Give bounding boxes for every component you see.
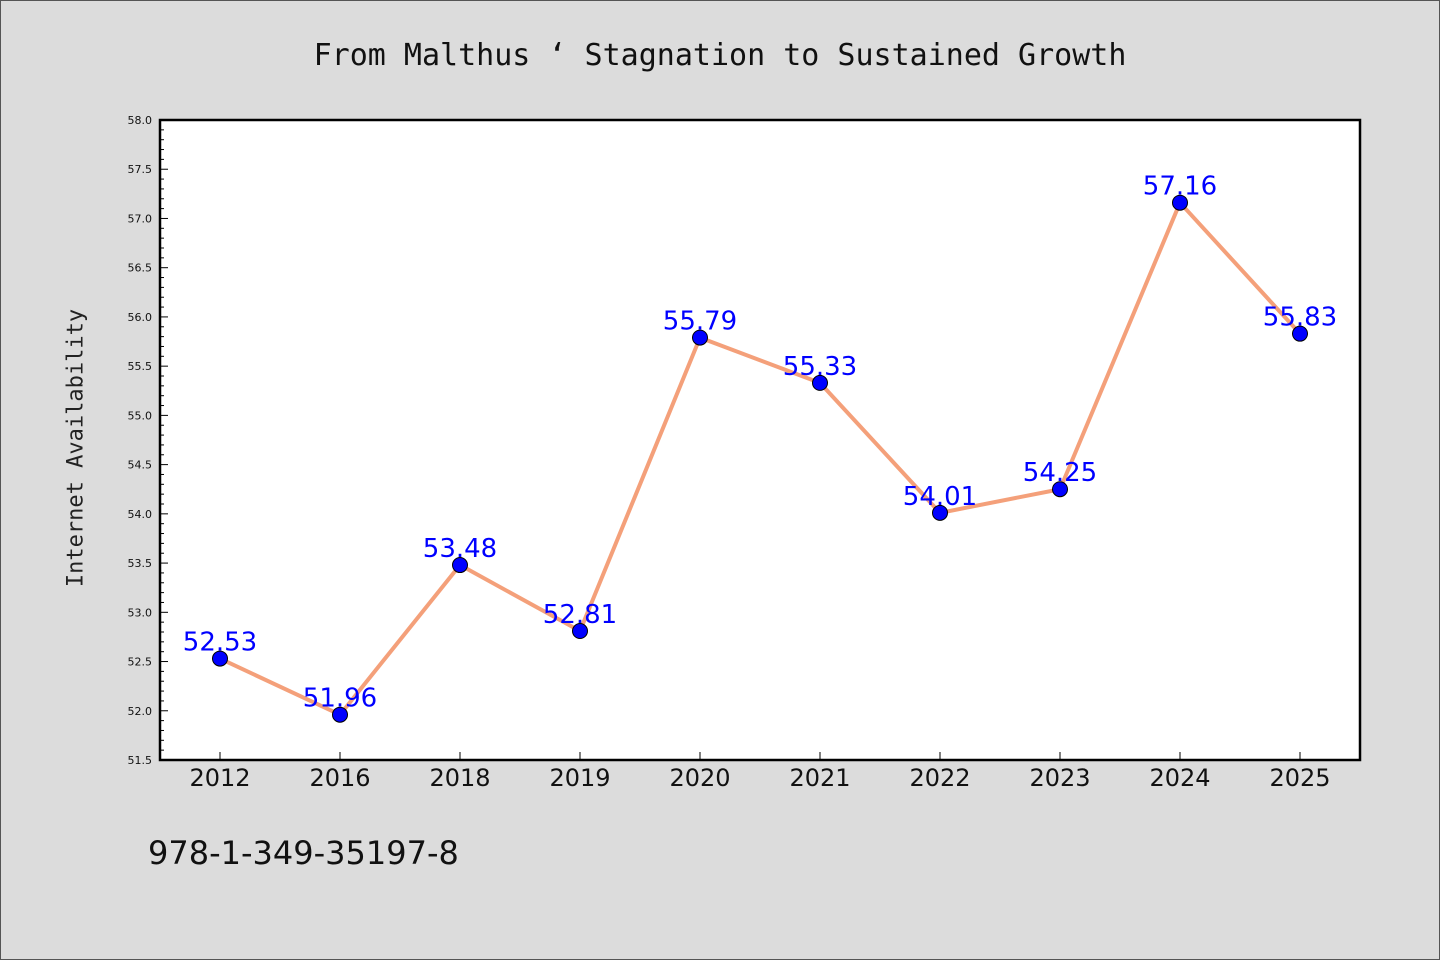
data-label: 54.01: [903, 482, 977, 512]
isbn-label: 978-1-349-35197-8: [148, 834, 459, 872]
data-label: 51.96: [303, 684, 377, 714]
chart-title: From Malthus ‘ Stagnation to Sustained G…: [313, 38, 1127, 73]
x-tick-label: 2025: [1269, 764, 1330, 792]
data-label: 55.33: [783, 352, 857, 382]
x-tick-label: 2024: [1149, 764, 1210, 792]
data-label: 53.48: [423, 534, 497, 564]
data-label: 55.83: [1263, 303, 1337, 333]
y-tick-label: 53.0: [128, 606, 153, 619]
data-point: [692, 329, 708, 346]
data-point: [932, 504, 948, 521]
data-label: 52.81: [543, 600, 617, 630]
series-line: [218, 200, 1302, 717]
y-tick-label: 57.0: [128, 212, 153, 225]
y-tick-label: 52.0: [128, 705, 153, 718]
plot-area: [160, 120, 1360, 760]
x-tick-label: 2016: [309, 764, 370, 792]
y-tick-label: 55.5: [128, 360, 153, 373]
x-tick-label: 2012: [189, 764, 250, 792]
y-tick-label: 57.5: [128, 163, 153, 176]
y-tick-label: 56.0: [128, 311, 153, 324]
data-point: [332, 706, 348, 723]
y-tick-label: 52.5: [128, 656, 153, 669]
y-tick-label: 51.5: [128, 754, 153, 767]
data-point: [1052, 481, 1068, 498]
y-tick-label: 55.0: [128, 409, 153, 422]
x-tick-label: 2018: [429, 764, 490, 792]
y-tick-label: 53.5: [128, 557, 153, 570]
y-tick-label: 56.5: [128, 262, 153, 275]
data-point: [812, 374, 828, 391]
y-tick-label: 58.0: [128, 114, 153, 127]
data-point: [572, 623, 588, 640]
x-tick-label: 2020: [669, 764, 730, 792]
data-point: [1172, 194, 1188, 211]
y-tick-label: 54.0: [128, 508, 153, 521]
x-tick-label: 2022: [909, 764, 970, 792]
data-point: [1292, 325, 1308, 342]
x-tick-label: 2021: [789, 764, 850, 792]
x-tick-label: 2023: [1029, 764, 1090, 792]
data-point: [452, 557, 468, 574]
data-label: 57.16: [1143, 172, 1217, 202]
data-label: 54.25: [1023, 458, 1097, 488]
data-point: [212, 650, 228, 667]
y-tick-label: 54.5: [128, 459, 153, 472]
data-label: 55.79: [663, 307, 737, 337]
data-label: 52.53: [183, 628, 257, 658]
x-tick-label: 2019: [549, 764, 610, 792]
plot-frame: [158, 118, 1362, 762]
